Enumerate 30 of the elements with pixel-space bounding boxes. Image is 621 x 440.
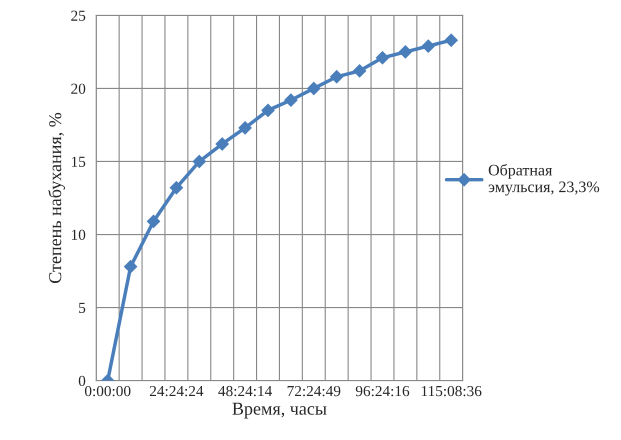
point [330, 70, 344, 84]
x-tick-label: 96:24:16 [356, 386, 410, 396]
y-axis-title: Степень набухания, % [48, 112, 66, 284]
point [238, 121, 252, 134]
x-axis-title: Время, часы [232, 402, 327, 418]
point [444, 34, 458, 47]
x-tick-label: 0:00:00 [84, 386, 130, 396]
y-tick-label: 25 [71, 10, 86, 21]
y-tick-label: 5 [79, 302, 86, 314]
point [216, 137, 229, 151]
y-tick-label: 15 [72, 156, 86, 167]
point [261, 104, 275, 117]
x-tick-label: 48:24:14 [218, 386, 272, 396]
point [422, 39, 435, 53]
point [353, 64, 366, 78]
y-tick-label: 20 [71, 84, 86, 94]
point [376, 51, 390, 64]
x-tick-label: 24:24:24 [150, 386, 204, 396]
point [146, 214, 160, 228]
point [284, 94, 298, 107]
y-tick-label: 0 [78, 376, 86, 386]
legend-label: Обратная эмульсия, 23,3% [488, 164, 600, 196]
x-tick-label: 115:08:36 [422, 386, 482, 396]
x-tick-label: 72:24:49 [288, 386, 340, 396]
point [192, 154, 206, 168]
point [124, 260, 138, 274]
y-tick-label: 10 [72, 230, 86, 240]
point [398, 45, 412, 59]
point [307, 82, 320, 96]
point [170, 181, 183, 194]
